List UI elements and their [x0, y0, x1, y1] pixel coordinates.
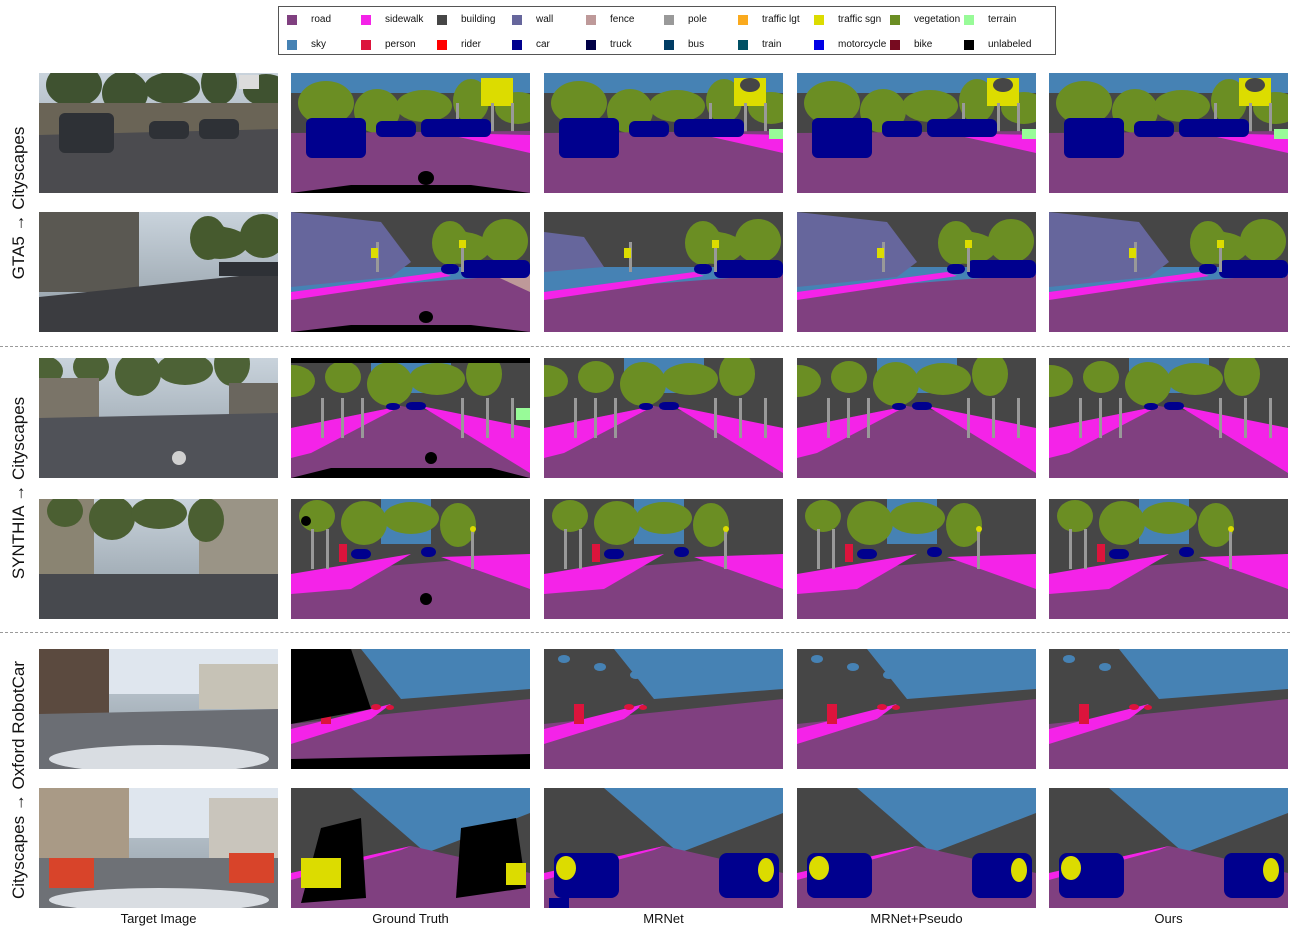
legend-label: road	[311, 14, 332, 25]
segmentation-map-mrnet-row-4	[544, 499, 783, 619]
legend-swatch	[287, 15, 297, 25]
legend-label: rider	[461, 39, 482, 50]
segmentation-map-mrnet-pseudo-row-6	[797, 788, 1036, 908]
legend-swatch	[512, 15, 522, 25]
legend-label: bus	[688, 39, 705, 50]
segmentation-map-mrnet-pseudo-row-1	[797, 73, 1036, 193]
segmentation-map-ours-row-3	[1049, 358, 1288, 478]
segmentation-map-ours-row-2	[1049, 212, 1288, 332]
legend-label: vegetation	[914, 14, 961, 25]
legend-swatch	[586, 15, 596, 25]
segmentation-map-ground-truth-row-3	[291, 358, 530, 478]
target-photo-target-image-row-4	[39, 499, 278, 619]
legend-swatch	[964, 15, 974, 25]
legend-label: sky	[311, 39, 326, 50]
legend-swatch	[287, 40, 297, 50]
segmentation-map-ours-row-4	[1049, 499, 1288, 619]
legend-label: train	[762, 39, 782, 50]
legend-swatch	[437, 40, 447, 50]
column-label-ours: Ours	[1154, 911, 1183, 926]
column-label-mrnet-pseudo: MRNet+Pseudo	[870, 911, 963, 926]
segmentation-map-ground-truth-row-5	[291, 649, 530, 769]
legend-label: terrain	[988, 14, 1017, 25]
target-photo-target-image-row-6	[39, 788, 278, 908]
segmentation-map-mrnet-row-1	[544, 73, 783, 193]
legend-swatch	[964, 40, 974, 50]
legend-label: wall	[536, 14, 554, 25]
legend-swatch	[738, 15, 748, 25]
legend-swatch	[361, 40, 371, 50]
legend-swatch	[361, 15, 371, 25]
legend-swatch	[586, 40, 596, 50]
legend-label: traffic sgn	[838, 14, 882, 25]
legend-swatch	[814, 15, 824, 25]
segmentation-map-ground-truth-row-1	[291, 73, 530, 193]
legend-swatch	[738, 40, 748, 50]
legend-label: car	[536, 39, 550, 50]
class-legend: road sidewalk building wall fence pole traffic…	[278, 6, 1056, 55]
segmentation-map-mrnet-row-6	[544, 788, 783, 908]
segmentation-map-ours-row-6	[1049, 788, 1288, 908]
legend-label: unlabeled	[988, 39, 1032, 50]
legend-swatch	[890, 15, 900, 25]
target-photo-target-image-row-3	[39, 358, 278, 478]
segmentation-map-mrnet-pseudo-row-4	[797, 499, 1036, 619]
legend-label: traffic lgt	[762, 14, 800, 25]
legend-swatch	[890, 40, 900, 50]
segmentation-map-ground-truth-row-6	[291, 788, 530, 908]
legend-label: person	[385, 39, 416, 50]
legend-label: fence	[610, 14, 635, 25]
segmentation-map-mrnet-row-5	[544, 649, 783, 769]
column-label-mrnet: MRNet	[643, 911, 684, 926]
legend-label: bike	[914, 39, 933, 50]
segmentation-map-mrnet-pseudo-row-2	[797, 212, 1036, 332]
segmentation-map-ground-truth-row-4	[291, 499, 530, 619]
legend-label: truck	[610, 39, 632, 50]
section-divider	[0, 346, 1290, 347]
legend-label: building	[461, 14, 496, 25]
segmentation-map-ground-truth-row-2	[291, 212, 530, 332]
section-divider	[0, 632, 1290, 633]
legend-swatch	[664, 15, 674, 25]
legend-label: pole	[688, 14, 707, 25]
column-label-ground-truth: Ground Truth	[372, 911, 449, 926]
legend-swatch	[512, 40, 522, 50]
segmentation-map-ours-row-1	[1049, 73, 1288, 193]
target-photo-target-image-row-2	[39, 212, 278, 332]
legend-swatch	[814, 40, 824, 50]
target-photo-target-image-row-5	[39, 649, 278, 769]
legend-label: motorcycle	[838, 39, 887, 50]
legend-swatch	[437, 15, 447, 25]
segmentation-map-mrnet-row-3	[544, 358, 783, 478]
legend-swatch	[664, 40, 674, 50]
segmentation-map-mrnet-row-2	[544, 212, 783, 332]
target-photo-target-image-row-1	[39, 73, 278, 193]
segmentation-map-mrnet-pseudo-row-3	[797, 358, 1036, 478]
segmentation-map-ours-row-5	[1049, 649, 1288, 769]
segmentation-map-mrnet-pseudo-row-5	[797, 649, 1036, 769]
column-label-target-image: Target Image	[120, 911, 197, 926]
legend-label: sidewalk	[385, 14, 424, 25]
